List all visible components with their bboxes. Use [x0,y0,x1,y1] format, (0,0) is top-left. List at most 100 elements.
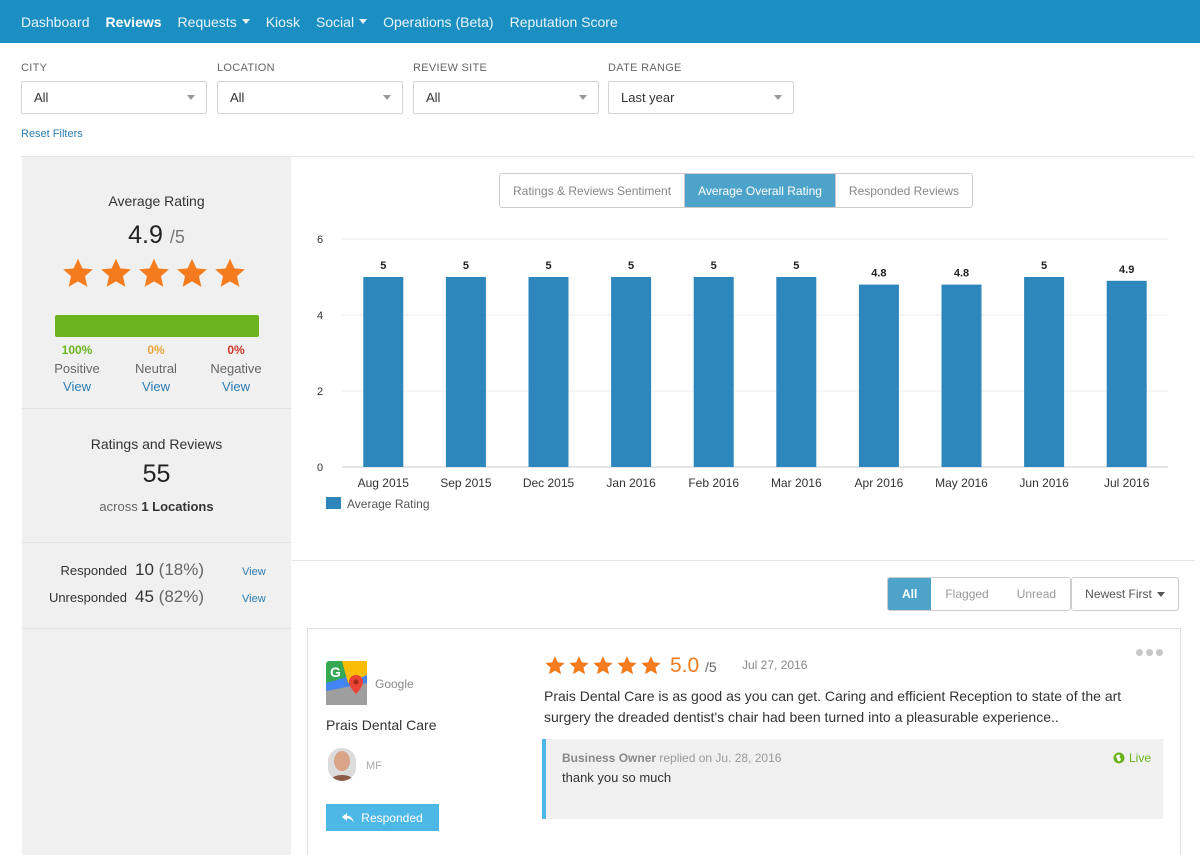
avatar [328,748,356,781]
reset-filters-link[interactable]: Reset Filters [21,128,83,140]
divider [22,542,291,543]
average-rating-max: /5 [169,227,185,247]
nav-item-kiosk[interactable]: Kiosk [266,14,300,30]
more-options-icon[interactable] [1136,649,1163,656]
sort-dropdown[interactable]: Newest First [1071,577,1179,611]
bar-value-label: 5 [380,260,386,272]
date-range-select[interactable]: Last year [608,81,794,114]
sentiment-positive: 100% Positive View [42,343,112,394]
nav-item-reputation-score[interactable]: Reputation Score [510,14,618,30]
review-score-value: 5.0 [670,654,700,677]
star-icon [63,258,93,287]
location-select-value: All [230,90,245,105]
legend-swatch [326,497,341,509]
chevron-down-icon [241,19,250,24]
chevron-down-icon [1156,591,1165,597]
x-tick-label: May 2016 [935,476,988,490]
review-text: Prais Dental Care is as good as you can … [544,688,1122,725]
date-range-filter-label: DATE RANGE [608,62,682,74]
nav-item-operations-beta[interactable]: Operations (Beta) [383,14,494,30]
y-tick-label: 6 [317,234,323,246]
star-icon [101,258,131,287]
locations-summary: across 1 Locations [22,499,291,514]
city-select[interactable]: All [21,81,207,114]
sentiment-negative-label: Negative [210,361,262,376]
location-select[interactable]: All [217,81,403,114]
nav-item-reviews[interactable]: Reviews [106,14,162,30]
tab-average-overall-rating[interactable]: Average Overall Rating [685,174,836,207]
location-filter-label: LOCATION [217,62,275,74]
chevron-down-icon [359,19,368,24]
bar [1024,277,1065,467]
tab-unread[interactable]: Unread [1002,578,1071,610]
review-site-select[interactable]: All [413,81,599,114]
nav-item-social[interactable]: Social [316,14,368,30]
x-tick-label: Jun 2016 [1019,476,1069,490]
bar-value-label: 5 [1041,260,1047,272]
review-site-filter-label: REVIEW SITE [413,62,488,74]
nav-item-label: Reputation Score [509,13,618,30]
reply-header: Business Owner replied on Ju. 28, 2016 [562,751,781,765]
bar [445,277,486,467]
city-select-value: All [34,90,49,105]
unresponded-value: 45 (82%) [135,587,225,607]
bar-value-label: 4.8 [871,268,886,280]
responded-button[interactable]: Responded [326,804,439,831]
nav-item-requests[interactable]: Requests [178,14,250,30]
star-icon [139,258,169,287]
x-tick-label: Jan 2016 [606,476,656,490]
reply-icon [342,812,355,823]
star-icon [545,656,565,675]
sentiment-negative: 0% Negative View [201,343,271,394]
review-stars [544,655,662,677]
review-site-select-value: All [426,90,441,105]
y-tick-label: 4 [317,310,323,322]
star-icon [177,258,207,287]
divider [22,408,291,409]
tab-responded-reviews[interactable]: Responded Reviews [835,174,972,207]
location-filter: LOCATION All [217,62,403,114]
x-tick-label: Apr 2016 [855,476,904,490]
responded-pct: (18%) [158,560,205,579]
responded-view-link[interactable]: View [242,566,266,578]
x-tick-label: Sep 2015 [440,476,492,490]
bar [528,277,569,467]
unresponded-label: Unresponded [48,590,127,605]
across-text: across [99,499,138,514]
svg-text:G: G [330,664,341,680]
star-icon [593,656,613,675]
ratings-reviews-count: 55 [142,460,171,488]
sentiment-negative-view-link[interactable]: View [222,379,250,394]
tab-flagged[interactable]: Flagged [931,578,1003,610]
reviewer-initials: MF [366,760,382,772]
globe-icon [1113,752,1125,764]
top-nav: Dashboard Reviews Requests Kiosk Social Opera… [0,0,1200,43]
nav-item-label: Dashboard [21,13,90,30]
responded-row: Responded 10 (18%) View [22,560,291,580]
bar [858,284,899,467]
x-tick-label: Aug 2015 [358,476,410,490]
unresponded-view-link[interactable]: View [242,593,266,605]
divider [22,628,291,629]
average-rating-title: Average Rating [108,193,205,209]
review-filter-tabs: All Flagged Unread [887,577,1072,611]
live-status-label: Live [1128,751,1151,765]
nav-item-dashboard[interactable]: Dashboard [21,14,90,30]
date-range-filter: DATE RANGE Last year [608,62,794,114]
average-rating-stars [61,257,247,291]
star-icon [641,656,661,675]
tab-all[interactable]: All [888,578,932,610]
unresponded-count: 45 [135,587,154,606]
sentiment-neutral-pct: 0% [147,343,165,357]
chevron-down-icon [187,95,195,100]
tab-ratings-reviews-sentiment[interactable]: Ratings & Reviews Sentiment [500,174,686,207]
divider [292,560,1195,561]
bar-value-label: 5 [545,260,551,272]
x-tick-label: Jul 2016 [1104,476,1150,490]
responded-button-label: Responded [361,810,423,825]
locations-count: 1 Locations [141,499,214,514]
nav-item-label: Operations (Beta) [383,13,494,30]
business-name: Prais Dental Care [326,717,437,733]
sentiment-positive-view-link[interactable]: View [63,379,91,394]
sentiment-neutral-view-link[interactable]: View [142,379,170,394]
